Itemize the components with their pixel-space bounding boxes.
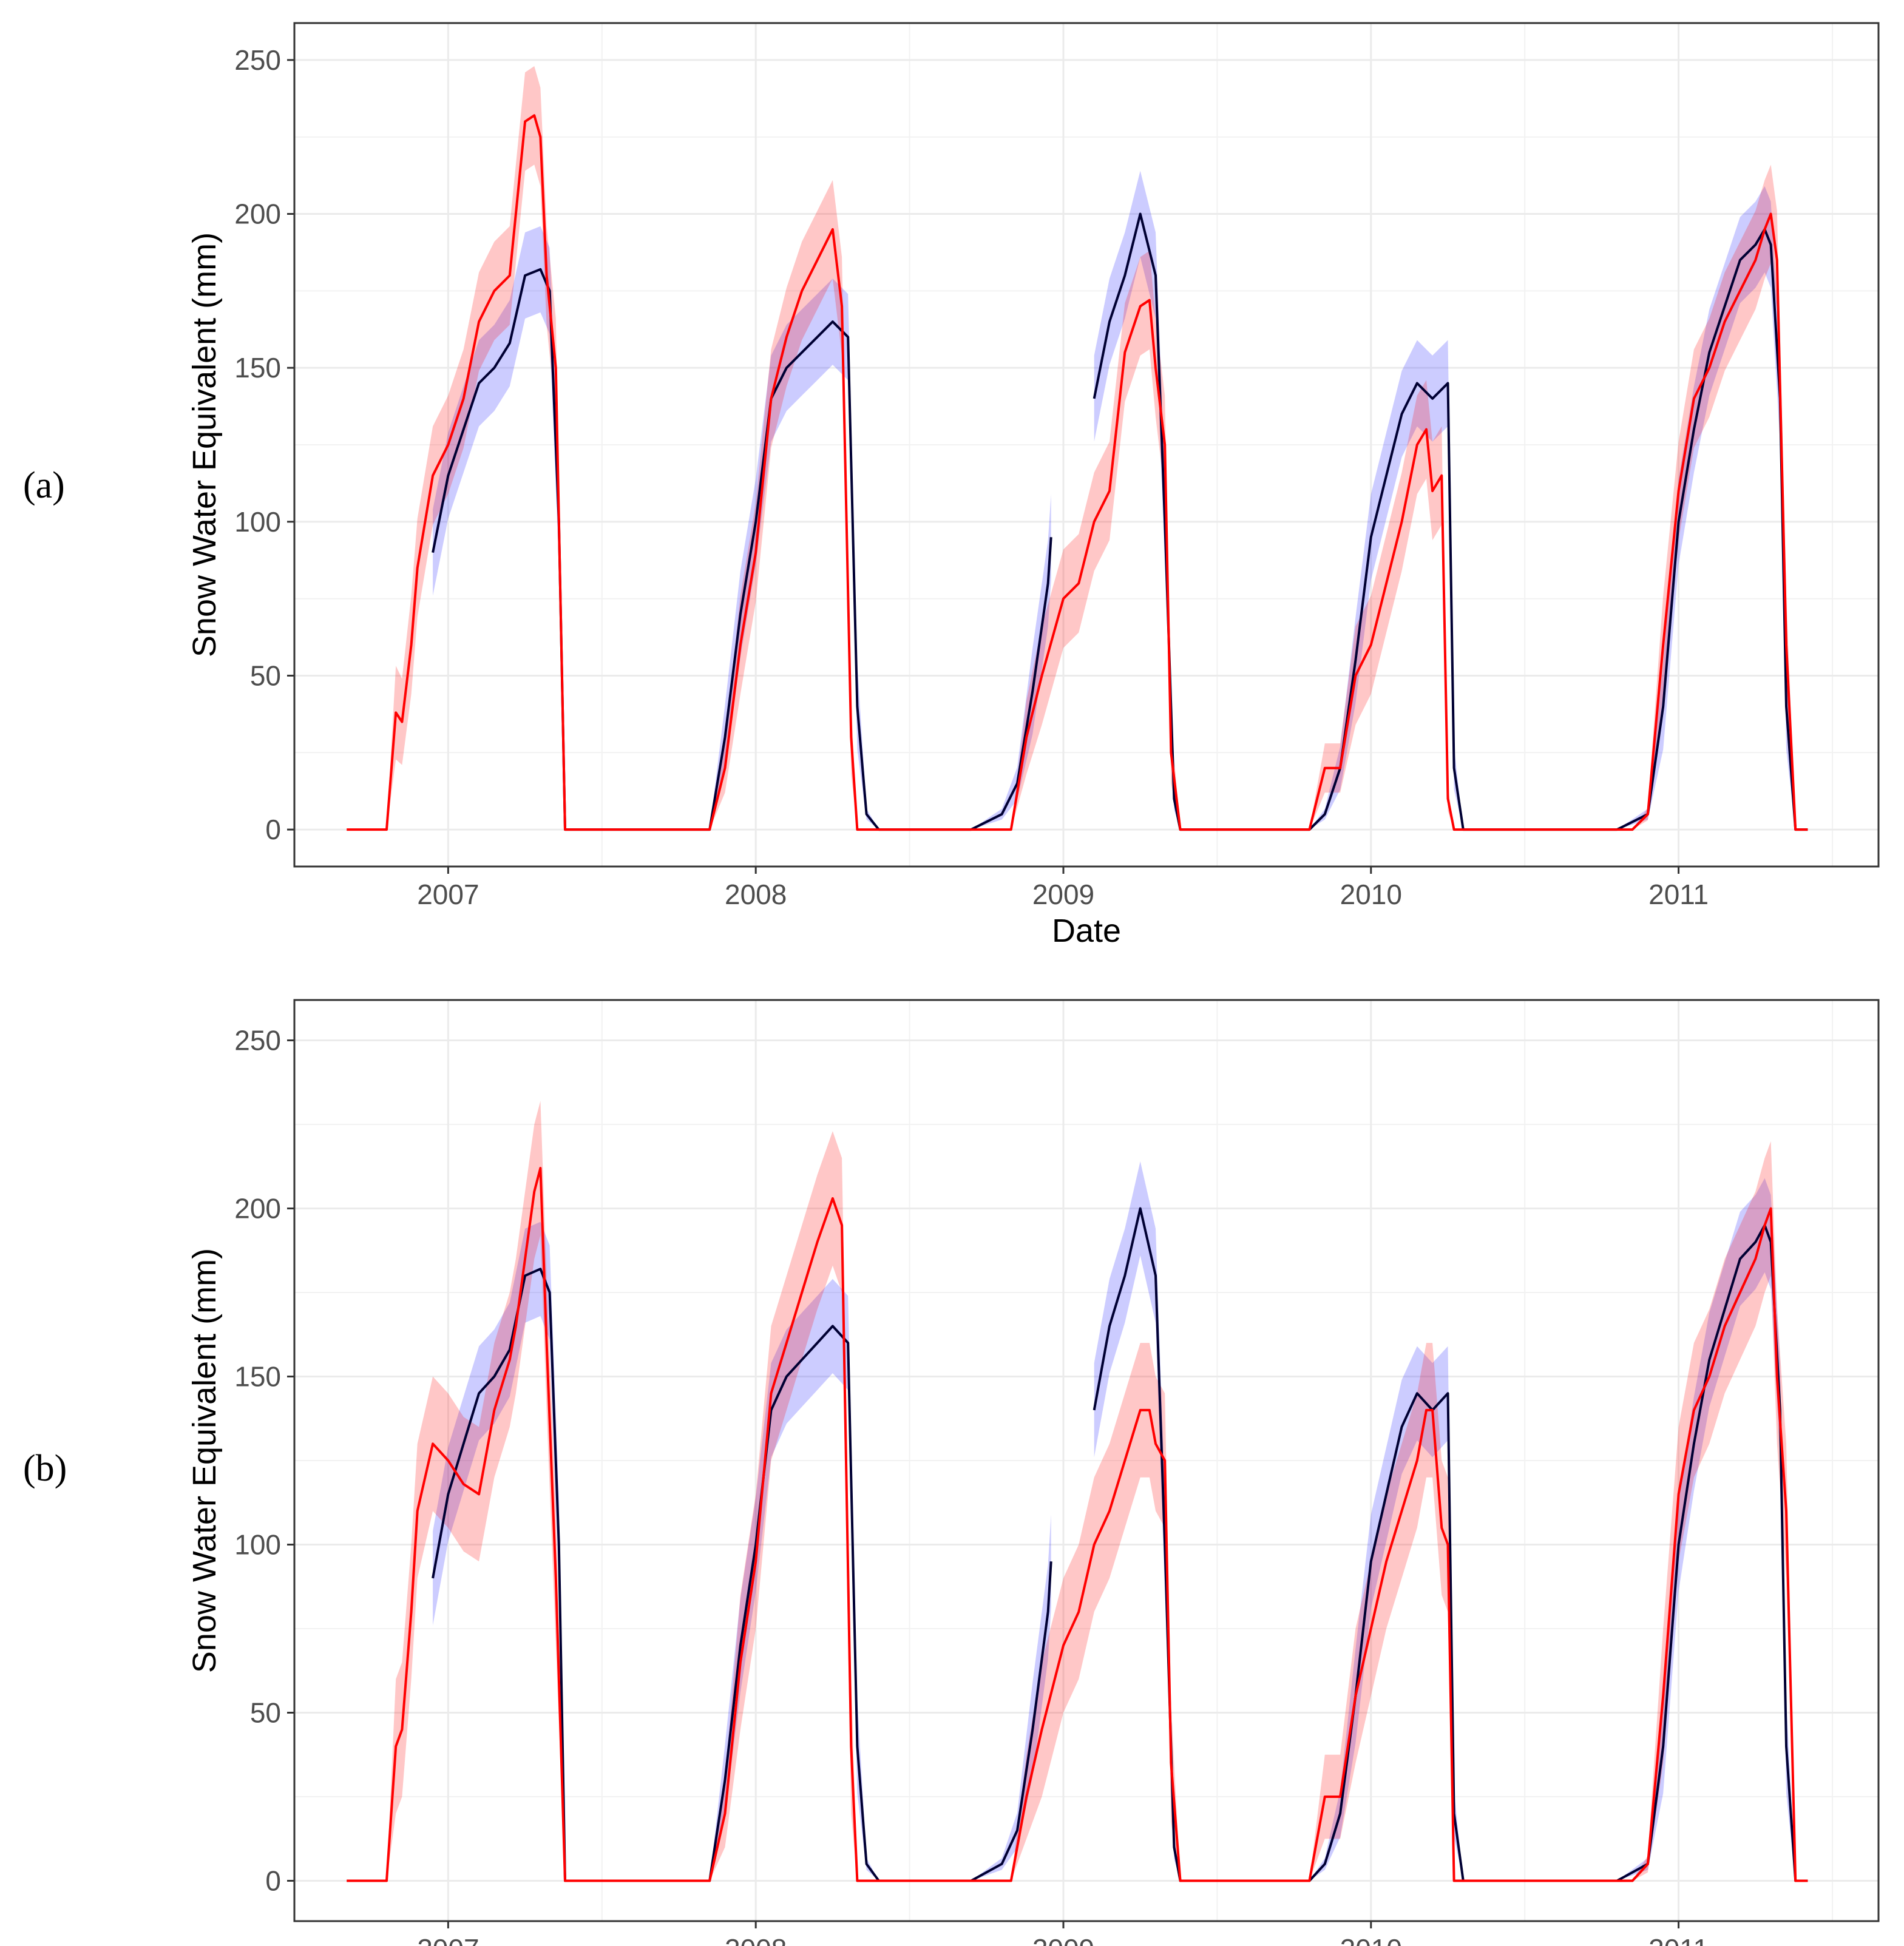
y-tick-label: 250 xyxy=(234,44,281,76)
y-tick-label: 150 xyxy=(234,352,281,383)
x-tick-label: 2007 xyxy=(417,1933,479,1946)
y-axis-title: Snow Water Equivalent (mm) xyxy=(186,232,223,657)
plot-border xyxy=(293,22,1880,868)
x-tick-label: 2007 xyxy=(417,879,479,910)
series-observed-line xyxy=(1093,212,1808,831)
y-tick-label: 0 xyxy=(265,814,281,845)
series-observed-uncertainty-band xyxy=(1094,171,1808,830)
y-tick-label: 100 xyxy=(234,1529,281,1561)
x-tick-label: 2010 xyxy=(1340,1933,1402,1946)
y-tick-label: 100 xyxy=(234,506,281,538)
x-tick-label: 2009 xyxy=(1032,879,1094,910)
x-tick-label: 2009 xyxy=(1032,1933,1094,1946)
x-axis-title: Date xyxy=(1052,913,1121,949)
x-tick-label: 2011 xyxy=(1648,879,1709,910)
series-simulated-line xyxy=(347,114,1808,831)
series-simulated-line xyxy=(347,1167,1808,1882)
y-tick-label: 200 xyxy=(234,1192,281,1224)
y-tick-label: 0 xyxy=(265,1865,281,1897)
chart-panel-b: (b)05010015020025020072008200920102011Da… xyxy=(23,999,1880,1946)
panel-label: (a) xyxy=(23,465,65,506)
plot-border xyxy=(293,999,1880,1922)
series-observed-uncertainty-band xyxy=(1094,1161,1808,1881)
series-observed-line xyxy=(1093,1207,1808,1882)
y-tick-label: 150 xyxy=(234,1360,281,1392)
y-tick-label: 50 xyxy=(250,1697,281,1729)
x-tick-label: 2008 xyxy=(725,879,787,910)
y-tick-label: 200 xyxy=(234,198,281,230)
x-tick-label: 2010 xyxy=(1340,879,1402,910)
y-tick-label: 50 xyxy=(250,660,281,691)
y-axis-title: Snow Water Equivalent (mm) xyxy=(186,1248,223,1673)
x-tick-label: 2008 xyxy=(725,1933,787,1946)
y-tick-label: 250 xyxy=(234,1024,281,1056)
panel-label: (b) xyxy=(23,1448,67,1489)
x-tick-label: 2011 xyxy=(1648,1933,1709,1946)
chart-panel-a: (a) 0 50 100 150 200 250 2007 2008 2009 2010 2011 Da… xyxy=(23,22,1880,949)
